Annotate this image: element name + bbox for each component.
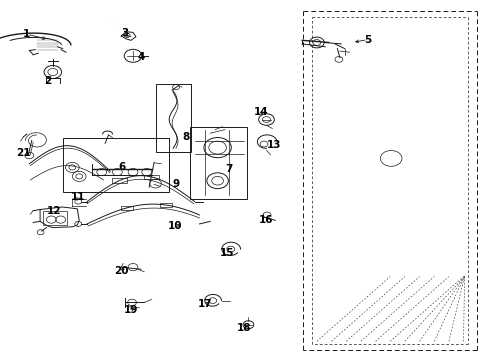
Text: 20: 20 [114, 266, 128, 276]
Bar [155, 84, 190, 152]
Text: 16: 16 [259, 215, 273, 225]
Text: 14: 14 [254, 107, 268, 117]
Text: 9: 9 [172, 179, 179, 189]
Bar [112, 179, 126, 183]
Text: 19: 19 [123, 305, 138, 315]
Text: 15: 15 [220, 248, 234, 258]
Text: 18: 18 [237, 323, 251, 333]
Text: 8: 8 [182, 132, 189, 142]
Bar [43, 211, 66, 225]
Bar [160, 203, 172, 207]
Bar [120, 206, 133, 210]
Circle shape [25, 152, 34, 159]
Text: 4: 4 [137, 52, 144, 62]
Text: 21: 21 [16, 148, 31, 158]
Text: 13: 13 [266, 140, 281, 150]
Text: 12: 12 [46, 206, 61, 216]
Text: 11: 11 [71, 192, 85, 202]
Text: 6: 6 [119, 162, 125, 172]
Text: 3: 3 [121, 28, 128, 38]
Text: 10: 10 [167, 221, 182, 231]
Text: 2: 2 [44, 76, 51, 86]
Bar [189, 127, 247, 199]
Text: 1: 1 [23, 29, 30, 39]
Bar [144, 175, 159, 179]
Text: 7: 7 [224, 164, 232, 174]
Text: 17: 17 [198, 299, 212, 309]
Bar [62, 138, 169, 192]
Text: 5: 5 [364, 35, 370, 45]
